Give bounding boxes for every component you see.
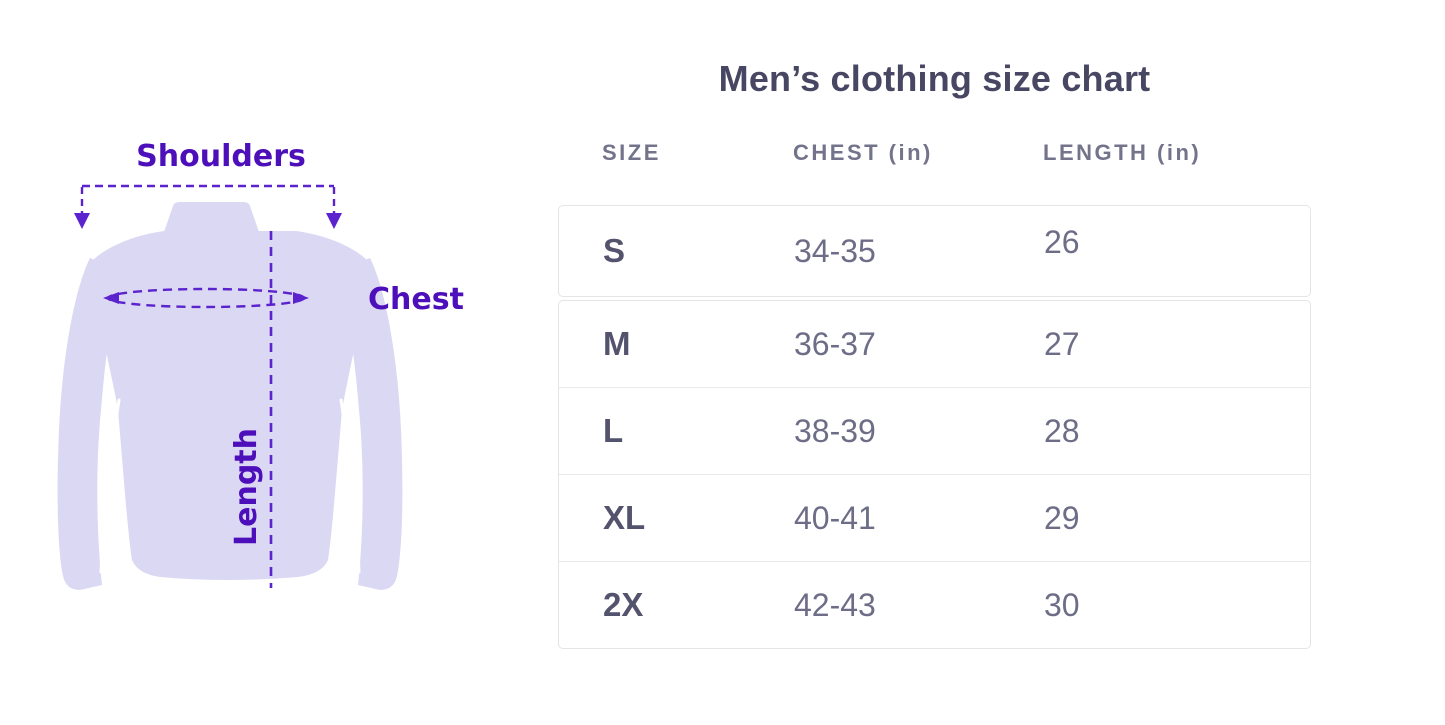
cell-size: S [603,232,626,269]
table-row: XL 40-41 29 [559,474,1310,561]
shirt-illustration [57,184,403,590]
cell-size: 2X [603,586,644,623]
cell-length: 30 [1044,586,1080,623]
chest-label: Chest [368,282,464,317]
chest-measure-ellipse [103,287,309,309]
header-size: SIZE [602,140,661,165]
shirt-body [90,231,370,580]
table-rows-card: M 36-37 27 L 38-39 28 XL 40-41 29 2X 42-… [558,300,1311,649]
cell-size: XL [603,499,646,536]
table-row: M 36-37 27 [559,301,1310,387]
sleeve-seams [99,398,361,574]
length-label: Length [229,428,264,546]
shoulders-measure-arrows [80,184,336,213]
arrow-down-icons [74,213,342,229]
shoulders-label: Shoulders [136,139,306,174]
cell-length: 26 [1044,223,1080,260]
cell-chest: 38-39 [794,412,876,449]
page-title: Men’s clothing size chart [718,58,1151,99]
cell-size: M [603,325,631,362]
table-header-row: SIZE CHEST (in) LENGTH (in) [558,140,1311,166]
cell-chest: 36-37 [794,325,876,362]
cell-chest: 34-35 [794,232,876,269]
table-row: 2X 42-43 30 [559,561,1310,648]
shirt-collar [164,202,259,232]
header-chest: CHEST (in) [793,140,933,165]
table-row: S 34-35 26 [559,206,1310,296]
cell-length: 29 [1044,499,1080,536]
cell-size: L [603,412,624,449]
shirt-measurement-diagram: Shoulders Chest Length [0,0,470,725]
cell-length: 28 [1044,412,1080,449]
cell-chest: 40-41 [794,499,876,536]
cell-chest: 42-43 [794,586,876,623]
table-row: L 38-39 28 [559,387,1310,474]
header-length: LENGTH (in) [1043,140,1202,165]
cell-length: 27 [1044,325,1080,362]
table-row-card-s: S 34-35 26 [558,205,1311,297]
